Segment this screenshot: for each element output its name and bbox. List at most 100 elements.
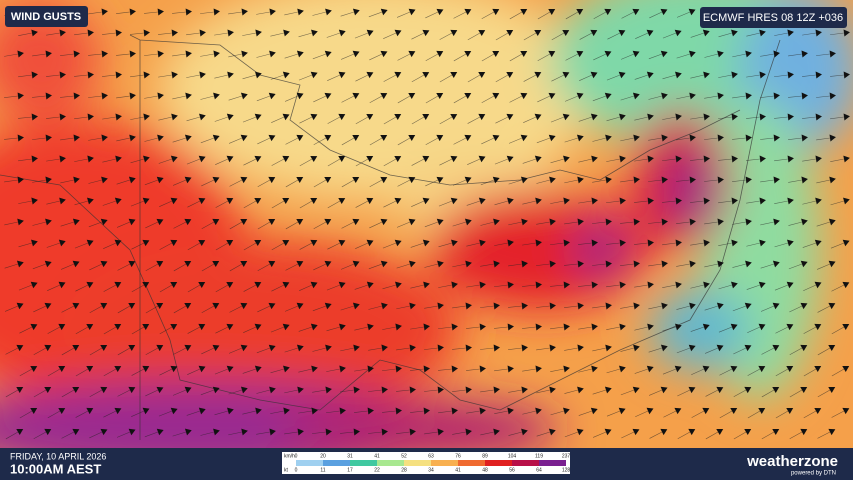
arrow-shaft [704,305,719,311]
wind-arrow [606,365,626,374]
arrow-shaft [326,410,341,414]
legend-kt: 34 [428,467,434,473]
arrow-shaft [761,389,775,398]
arrow-head [325,428,332,436]
wind-arrow [817,302,836,313]
arrow-head [325,344,332,352]
legend-kmh: 52 [401,453,407,459]
wind-arrow [158,155,178,164]
arrow-head [521,260,528,268]
legend-swatch [539,460,566,466]
arrow-head [702,29,710,37]
arrow-shaft [760,179,775,183]
arrow-shaft [620,95,635,101]
wind-arrow [620,302,640,310]
arrow-shaft [326,32,341,38]
arrow-shaft [803,284,817,292]
wind-arrow [256,50,276,58]
wind-arrow [383,29,402,39]
wind-arrow [354,281,374,290]
arrow-head [423,365,430,373]
arrow-shaft [816,53,831,56]
arrow-shaft [186,32,201,36]
arrow-head [828,260,836,268]
arrow-shaft [313,179,327,188]
arrow-head [185,8,192,16]
wind-arrow [172,50,192,58]
arrow-head [254,113,262,121]
arrow-head [675,281,682,289]
wind-arrow [537,50,556,61]
wind-arrow [117,344,136,356]
arrow-head [199,29,206,37]
arrow-head [198,197,206,205]
arrow-head [422,197,430,205]
arrow-head [269,428,276,436]
arrow-head [745,50,752,58]
arrow-shaft [508,263,523,267]
arrow-shaft [802,32,817,36]
arrow-head [72,302,80,310]
wind-arrow [102,29,122,37]
arrow-head [829,92,836,100]
arrow-head [520,50,528,58]
wind-arrow [592,92,612,102]
arrow-head [534,155,542,163]
arrow-head [479,239,486,247]
wind-arrow [60,92,80,100]
wind-arrows [4,8,850,440]
arrow-shaft [522,368,537,372]
wind-arrow [327,71,346,81]
wind-arrow [536,302,556,310]
wind-arrow [690,239,710,247]
arrow-head [688,344,696,352]
arrow-head [17,134,24,142]
wind-arrow [467,113,486,124]
arrow-shaft [495,74,509,83]
arrow-head [731,71,738,79]
wind-arrow [130,197,150,207]
arrow-shaft [733,431,747,440]
arrow-shaft [648,305,663,310]
legend-kmh: 237 [562,453,571,459]
arrow-shaft [621,11,635,19]
arrow-head [703,71,710,79]
arrow-head [745,218,752,226]
wind-arrow [606,239,626,247]
arrow-head [618,407,626,415]
arrow-shaft [312,389,327,393]
arrow-shaft [299,158,313,167]
legend-unit: kt [284,467,289,473]
arrow-shaft [257,221,271,230]
arrow-shaft [284,11,299,16]
arrow-shaft [508,431,523,436]
arrow-shaft [816,263,831,270]
arrow-shaft [187,326,201,334]
arrow-shaft [481,95,495,103]
arrow-shaft [509,53,523,62]
arrow-head [352,50,360,58]
arrow-head [380,176,388,184]
arrow-head [423,407,430,415]
arrow-shaft [565,11,579,20]
arrow-shaft [635,410,649,418]
arrow-shaft [368,11,383,18]
arrow-head [339,323,346,331]
arrow-head [86,365,94,373]
arrow-shaft [620,221,635,224]
arrow-head [115,29,122,37]
arrow-shaft [662,158,677,162]
wind-arrow [789,344,808,356]
arrow-shaft [172,137,187,143]
arrow-head [605,134,612,142]
wind-arrow [285,176,304,188]
arrow-shaft [550,200,565,204]
wind-arrow [746,155,766,163]
wind-arrow [676,218,696,226]
arrow-shaft [159,326,173,335]
wind-arrow [648,344,668,353]
wind-arrow [285,134,304,145]
wind-arrow [452,302,472,310]
arrow-shaft [187,368,201,375]
arrow-head [772,428,780,436]
